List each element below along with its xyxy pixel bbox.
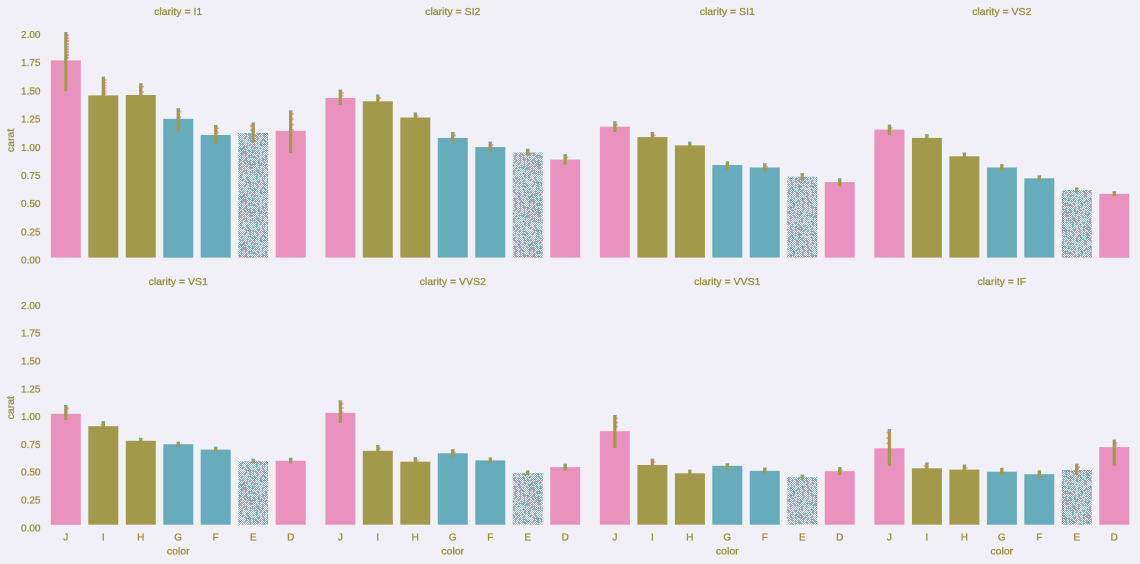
- svg-text:D: D: [287, 533, 294, 544]
- svg-text:0.75: 0.75: [21, 440, 41, 451]
- svg-text:G: G: [723, 533, 731, 544]
- svg-text:clarity = VVS2: clarity = VVS2: [420, 276, 486, 288]
- svg-text:color: color: [167, 546, 190, 558]
- svg-text:clarity = SI2: clarity = SI2: [425, 6, 480, 18]
- svg-text:E: E: [250, 533, 257, 544]
- svg-text:1.75: 1.75: [21, 329, 41, 340]
- svg-text:I: I: [926, 533, 929, 544]
- svg-text:E: E: [799, 533, 806, 544]
- svg-text:0.50: 0.50: [21, 468, 41, 479]
- svg-text:carat: carat: [5, 129, 17, 152]
- svg-text:G: G: [998, 533, 1006, 544]
- svg-text:clarity = VVS1: clarity = VVS1: [694, 276, 760, 288]
- svg-text:clarity = SI1: clarity = SI1: [700, 6, 755, 18]
- svg-text:color: color: [441, 546, 464, 558]
- svg-text:D: D: [1111, 533, 1118, 544]
- svg-text:carat: carat: [5, 396, 17, 419]
- svg-text:F: F: [487, 533, 493, 544]
- svg-text:0.75: 0.75: [21, 171, 41, 182]
- svg-text:I: I: [651, 533, 654, 544]
- svg-text:1.25: 1.25: [21, 115, 41, 126]
- svg-text:1.75: 1.75: [21, 58, 41, 69]
- svg-text:H: H: [137, 533, 144, 544]
- svg-text:0.00: 0.00: [21, 256, 41, 267]
- svg-text:F: F: [1036, 533, 1042, 544]
- svg-text:H: H: [412, 533, 419, 544]
- svg-text:E: E: [524, 533, 531, 544]
- svg-text:clarity = I1: clarity = I1: [154, 6, 202, 18]
- svg-text:clarity = VS2: clarity = VS2: [972, 6, 1031, 18]
- svg-text:I: I: [102, 533, 105, 544]
- svg-text:J: J: [338, 533, 343, 544]
- svg-text:color: color: [990, 546, 1013, 558]
- svg-text:clarity = IF: clarity = IF: [977, 276, 1026, 288]
- svg-text:J: J: [63, 533, 68, 544]
- svg-text:D: D: [562, 533, 569, 544]
- svg-text:E: E: [1073, 533, 1080, 544]
- svg-text:F: F: [213, 533, 219, 544]
- svg-text:D: D: [836, 533, 843, 544]
- svg-text:H: H: [686, 533, 693, 544]
- svg-text:F: F: [762, 533, 768, 544]
- svg-text:0.50: 0.50: [21, 199, 41, 210]
- svg-text:2.00: 2.00: [21, 301, 41, 312]
- svg-text:clarity = VS1: clarity = VS1: [149, 276, 208, 288]
- svg-text:H: H: [961, 533, 968, 544]
- svg-text:1.25: 1.25: [21, 384, 41, 395]
- svg-text:0.25: 0.25: [21, 227, 41, 238]
- svg-text:I: I: [376, 533, 379, 544]
- svg-text:1.00: 1.00: [21, 143, 41, 154]
- svg-text:2.00: 2.00: [21, 30, 41, 41]
- svg-text:1.50: 1.50: [21, 357, 41, 368]
- svg-text:color: color: [716, 546, 739, 558]
- svg-text:1.50: 1.50: [21, 86, 41, 97]
- svg-text:G: G: [174, 533, 182, 544]
- svg-text:J: J: [887, 533, 892, 544]
- svg-text:J: J: [612, 533, 617, 544]
- svg-text:0.25: 0.25: [21, 496, 41, 507]
- svg-text:1.00: 1.00: [21, 412, 41, 423]
- svg-text:0.00: 0.00: [21, 523, 41, 534]
- svg-text:G: G: [449, 533, 457, 544]
